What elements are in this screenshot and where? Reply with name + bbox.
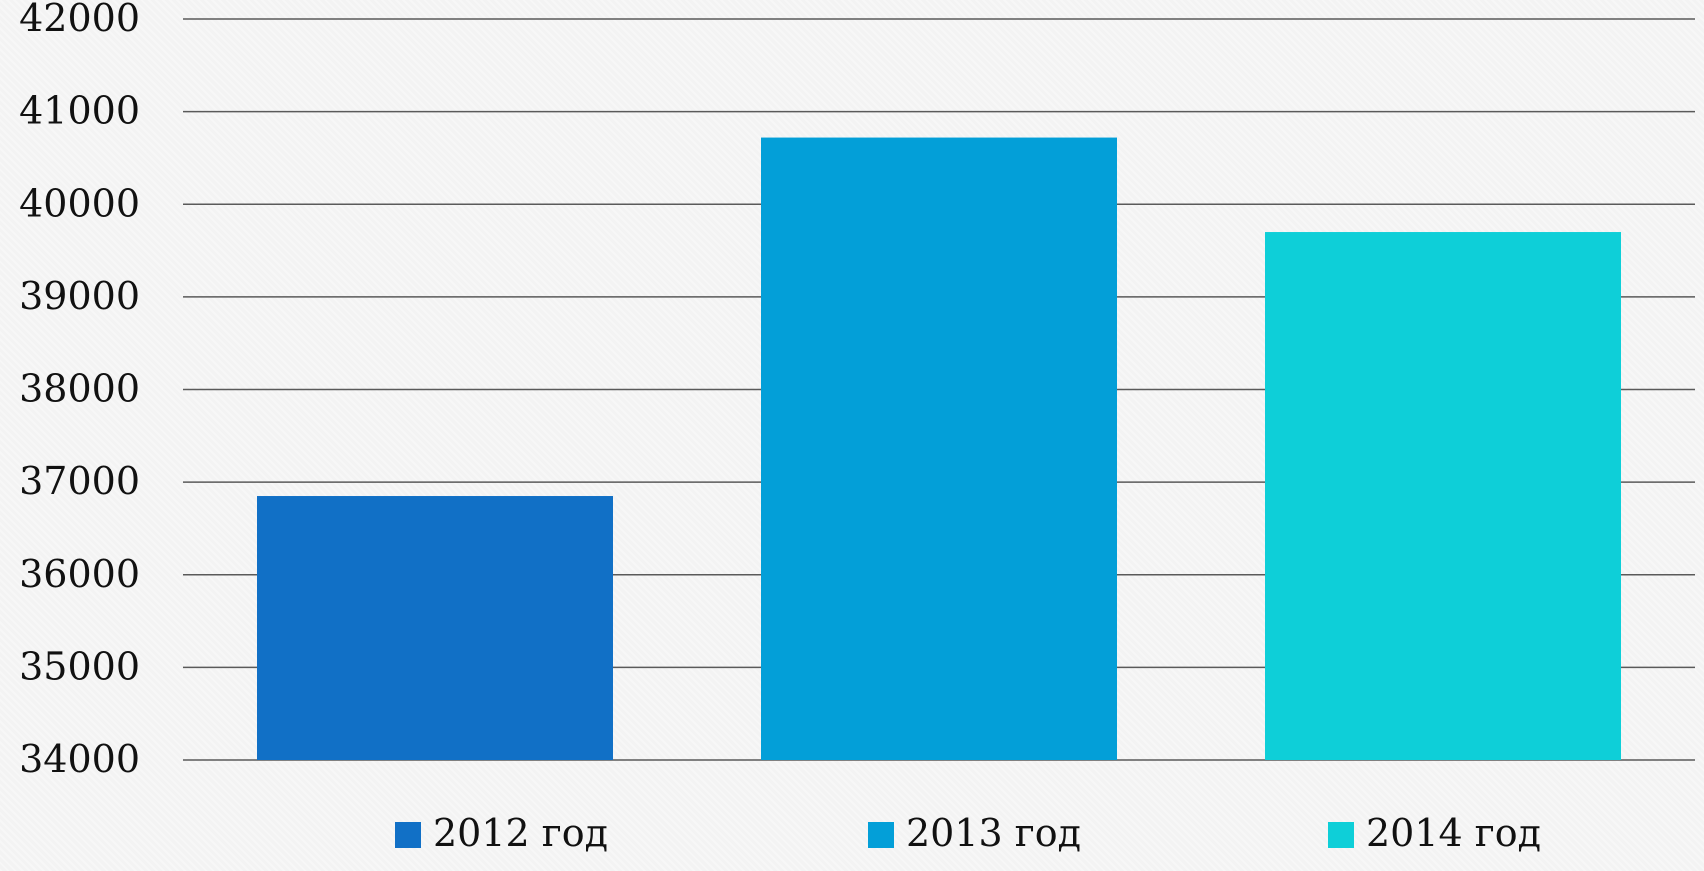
bars <box>257 137 1621 761</box>
y-tick-label: 37000 <box>19 459 140 503</box>
y-axis-tick-labels: 34000 35000 36000 37000 38000 39000 40000 41000… <box>19 0 140 781</box>
y-tick-label: 42000 <box>19 0 140 40</box>
bar-2013 <box>761 137 1117 760</box>
y-tick-label: 38000 <box>19 367 140 411</box>
legend-item: 2013 год <box>868 811 1081 855</box>
legend-swatch <box>1328 822 1354 848</box>
bar-2012 <box>257 496 613 760</box>
y-tick-label: 34000 <box>19 737 140 781</box>
legend-label: 2013 год <box>906 811 1081 855</box>
legend-swatch <box>395 822 421 848</box>
y-tick-label: 35000 <box>19 644 140 688</box>
bar-2014 <box>1265 232 1621 761</box>
legend-label: 2012 год <box>433 811 608 855</box>
legend-item: 2012 год <box>395 811 608 855</box>
legend-item: 2014 год <box>1328 811 1541 855</box>
legend-swatch <box>868 822 894 848</box>
legend-label: 2014 год <box>1366 811 1541 855</box>
y-tick-label: 41000 <box>19 89 140 133</box>
y-tick-label: 39000 <box>19 274 140 318</box>
y-tick-label: 36000 <box>19 552 140 596</box>
y-tick-label: 40000 <box>19 181 140 225</box>
legend: 2012 год 2013 год 2014 год <box>395 811 1541 855</box>
